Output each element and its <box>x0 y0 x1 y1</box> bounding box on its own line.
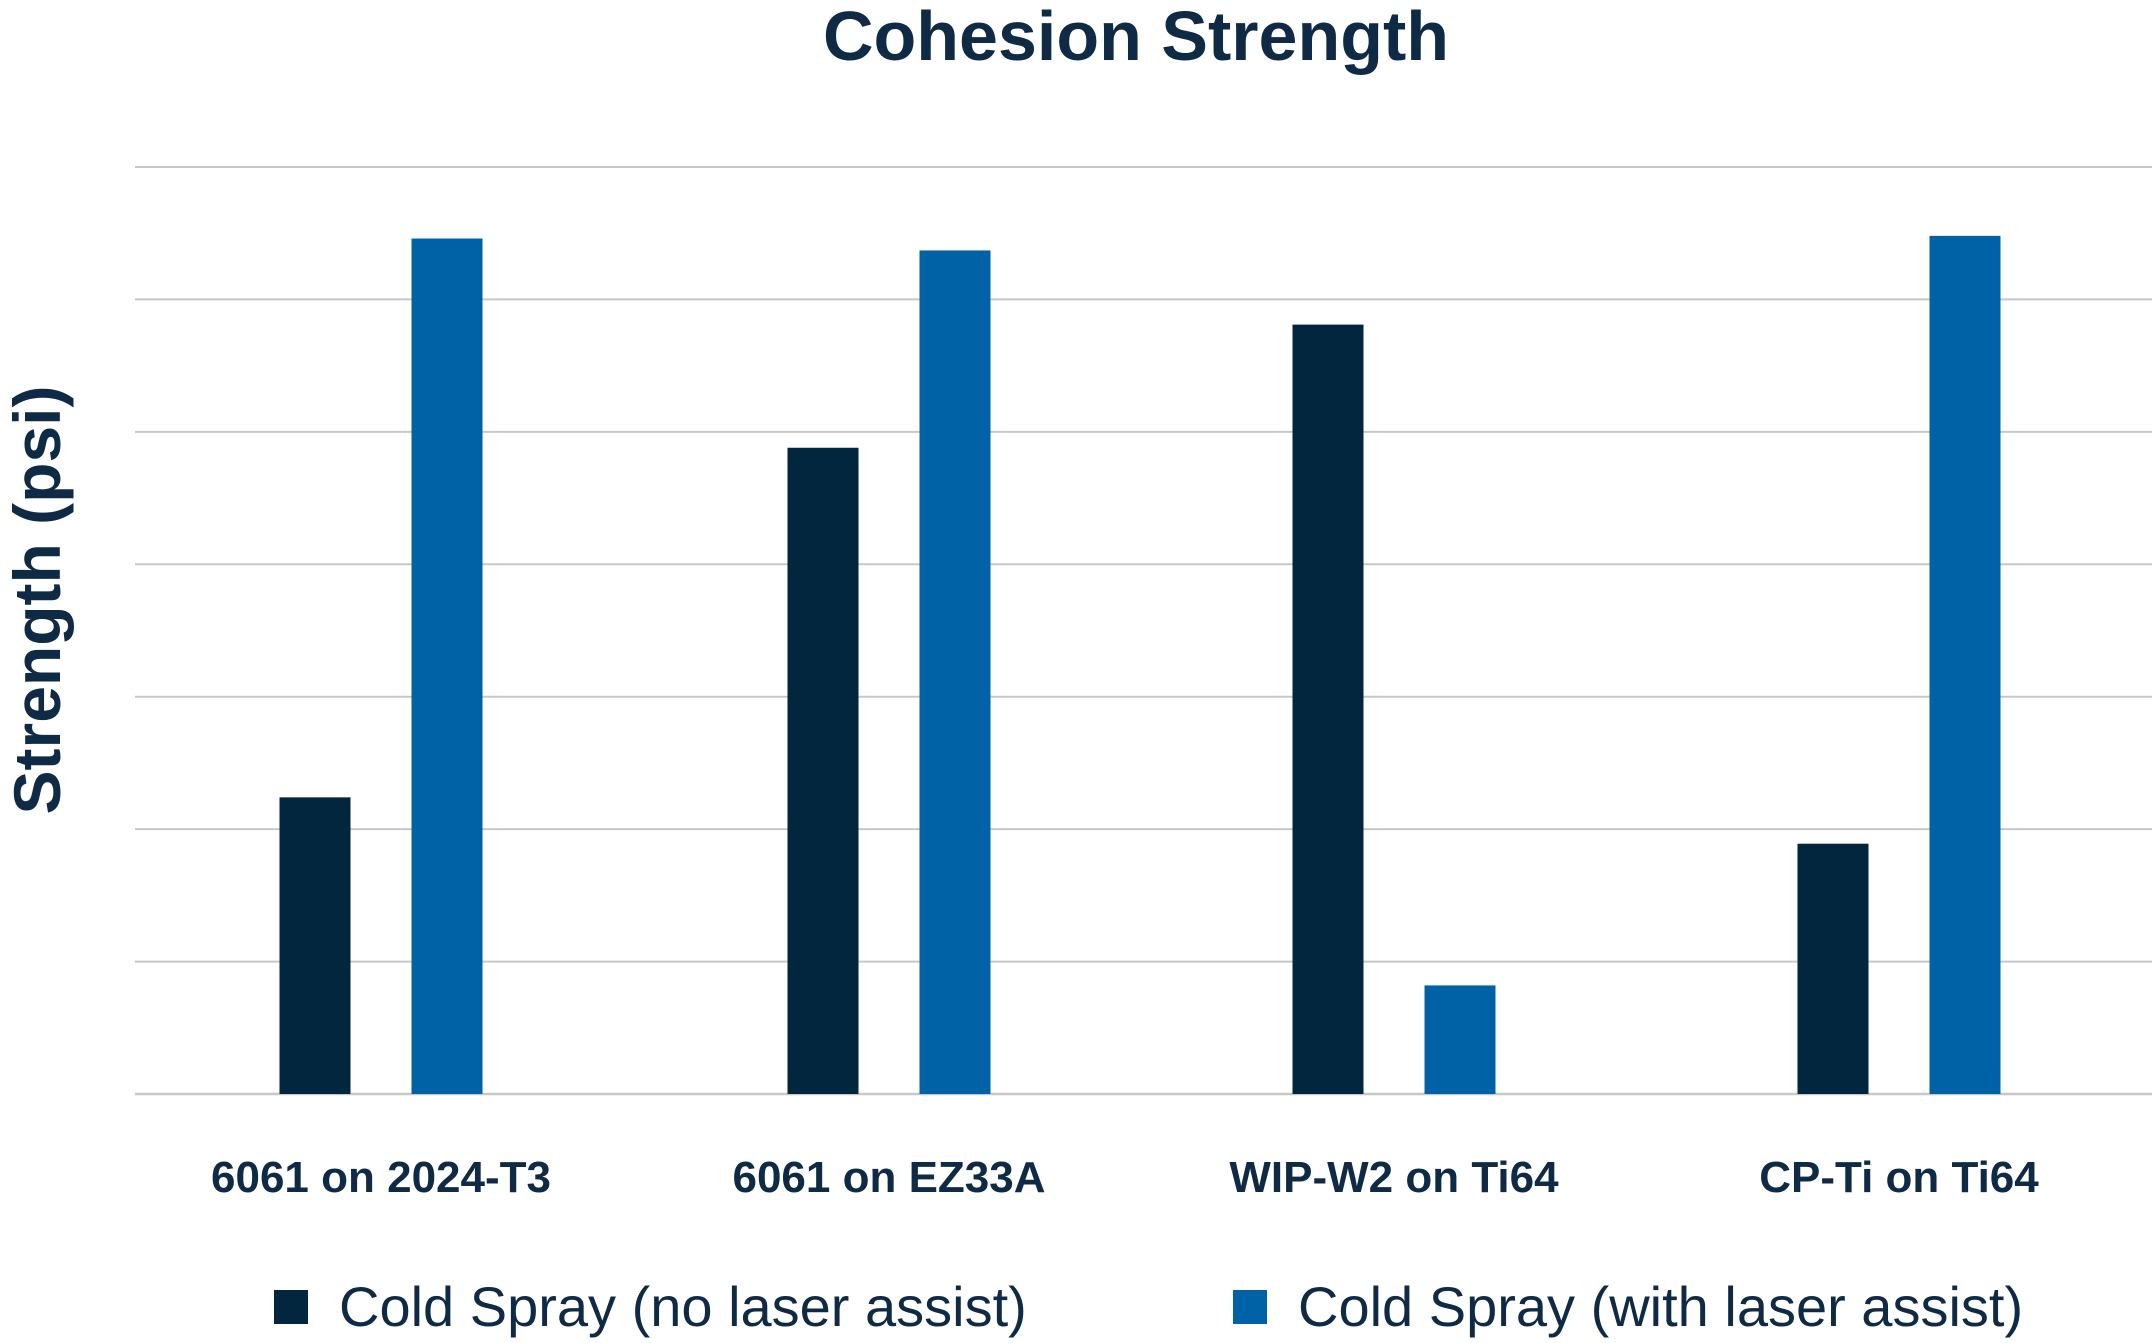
legend-swatch-0 <box>274 1290 308 1324</box>
bar-series-1-cat-0 <box>411 238 483 1095</box>
legend-label-0: Cold Spray (no laser assist) <box>339 1275 1027 1338</box>
x-tick-label: 6061 on EZ33A <box>732 1153 1045 1202</box>
bar-series-1-cat-2 <box>1424 985 1496 1094</box>
x-tick-label: CP-Ti on Ti64 <box>1759 1153 2039 1202</box>
x-tick-label: 6061 on 2024-T3 <box>211 1153 551 1202</box>
x-tick-labels: 6061 on 2024-T3 6061 on EZ33A WIP-W2 on Ti… <box>211 1153 2039 1202</box>
legend-label-1: Cold Spray (with laser assist) <box>1298 1275 2023 1338</box>
bar-series-1-cat-3 <box>1929 235 2001 1094</box>
bar-series-0-cat-1 <box>787 447 859 1095</box>
bar-series-0-cat-3 <box>1797 843 1869 1094</box>
legend-swatch-1 <box>1233 1290 1267 1324</box>
x-tick-label: WIP-W2 on Ti64 <box>1229 1153 1559 1202</box>
bars <box>279 235 2001 1095</box>
bar-series-0-cat-0 <box>279 797 351 1094</box>
y-axis-label: Strength (psi) <box>0 386 74 815</box>
bar-series-0-cat-2 <box>1292 324 1364 1095</box>
legend: Cold Spray (no laser assist) Cold Spray (… <box>274 1275 2023 1338</box>
chart-title: Cohesion Strength <box>823 0 1449 75</box>
bar-series-1-cat-1 <box>919 250 991 1094</box>
